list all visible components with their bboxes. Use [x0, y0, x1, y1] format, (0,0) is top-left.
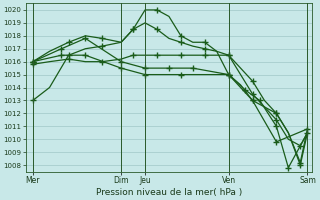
X-axis label: Pression niveau de la mer( hPa ): Pression niveau de la mer( hPa ) [96, 188, 242, 197]
